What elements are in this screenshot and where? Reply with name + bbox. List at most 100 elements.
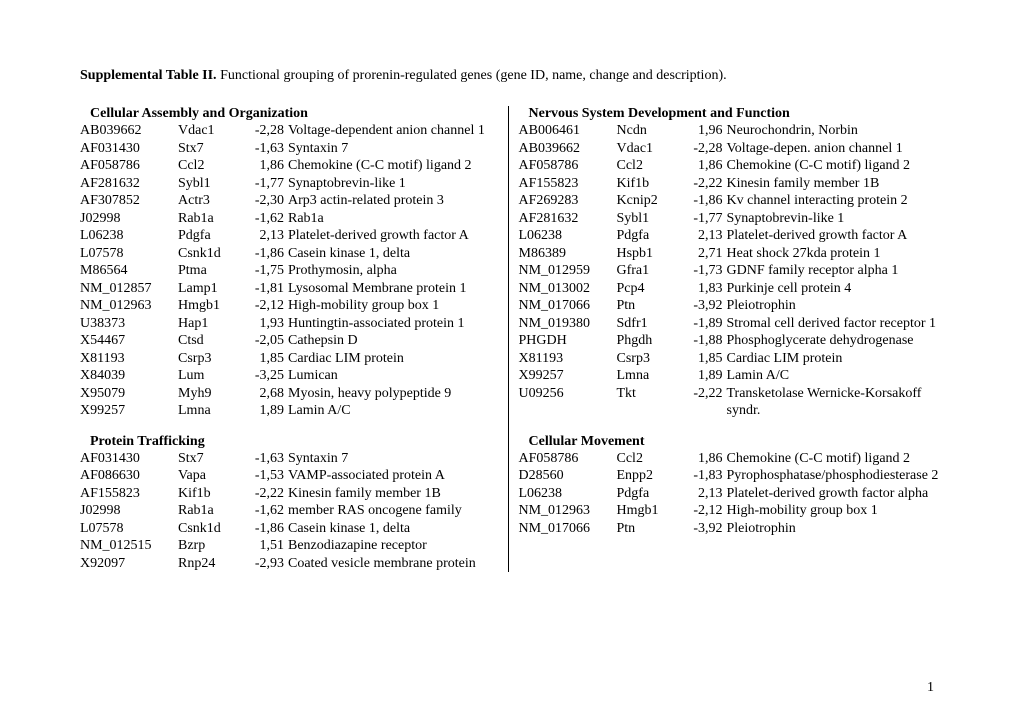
- gene-row: U09256Tkt-2,22Transketolase Wernicke-Kor…: [519, 385, 941, 420]
- gene-row: X92097Rnp24-2,93Coated vesicle membrane …: [80, 555, 502, 573]
- gene-id: D28560: [519, 467, 617, 485]
- gene-desc: Casein kinase 1, delta: [288, 520, 502, 538]
- gene-id: X99257: [519, 367, 617, 385]
- gene-row: AF269283Kcnip2-1,86Kv channel interactin…: [519, 192, 941, 210]
- gene-change: -1,63: [238, 450, 288, 468]
- gene-id: PHGDH: [519, 332, 617, 350]
- gene-row: AF281632Sybl1-1,77Synaptobrevin-like 1: [80, 175, 502, 193]
- gene-change: 2,13: [677, 227, 727, 245]
- gene-change: 2,71: [677, 245, 727, 263]
- gene-name: Lum: [178, 367, 238, 385]
- gene-name: Phgdh: [617, 332, 677, 350]
- gene-desc: Pyrophosphatase/phosphodiesterase 2: [727, 467, 941, 485]
- gene-change: -1,53: [238, 467, 288, 485]
- gene-name: Ccl2: [178, 157, 238, 175]
- section-header: Nervous System Development and Function: [529, 106, 941, 122]
- gene-desc: Neurochondrin, Norbin: [727, 122, 941, 140]
- gene-change: -2,22: [238, 485, 288, 503]
- gene-row: J02998Rab1a-1,62Rab1a: [80, 210, 502, 228]
- section-header: Protein Trafficking: [90, 434, 502, 450]
- gene-id: AF281632: [80, 175, 178, 193]
- gene-name: Hmgb1: [617, 502, 677, 520]
- gene-change: -1,63: [238, 140, 288, 158]
- gene-row: AF031430Stx7-1,63Syntaxin 7: [80, 450, 502, 468]
- gene-row: NM_013002Pcp41,83Purkinje cell protein 4: [519, 280, 941, 298]
- gene-desc: Lumican: [288, 367, 502, 385]
- gene-id: NM_017066: [519, 520, 617, 538]
- gene-change: -2,12: [677, 502, 727, 520]
- gene-row: AF155823Kif1b-2,22Kinesin family member …: [80, 485, 502, 503]
- gene-name: Hap1: [178, 315, 238, 333]
- gene-change: -2,30: [238, 192, 288, 210]
- gene-change: -1,89: [677, 315, 727, 333]
- gene-id: X95079: [80, 385, 178, 403]
- gene-row: AF058786Ccl21,86Chemokine (C-C motif) li…: [519, 157, 941, 175]
- page-number: 1: [927, 680, 934, 696]
- gene-name: Stx7: [178, 450, 238, 468]
- gene-change: 1,86: [677, 157, 727, 175]
- gene-id: NM_012959: [519, 262, 617, 280]
- gene-list: AB006461Ncdn1,96Neurochondrin, NorbinAB0…: [519, 122, 941, 420]
- gene-name: Pdgfa: [178, 227, 238, 245]
- gene-name: Rab1a: [178, 502, 238, 520]
- gene-row: X95079Myh92,68Myosin, heavy polypeptide …: [80, 385, 502, 403]
- gene-change: 1,83: [677, 280, 727, 298]
- gene-desc: Cardiac LIM protein: [288, 350, 502, 368]
- gene-row: NM_012515Bzrp1,51Benzodiazapine receptor: [80, 537, 502, 555]
- gene-id: NM_012963: [519, 502, 617, 520]
- gene-name: Pdgfa: [617, 227, 677, 245]
- gene-row: NM_012857Lamp1-1,81Lysosomal Membrane pr…: [80, 280, 502, 298]
- gene-id: J02998: [80, 210, 178, 228]
- gene-desc: Lamin A/C: [288, 402, 502, 420]
- gene-desc: GDNF family receptor alpha 1: [727, 262, 941, 280]
- gene-id: L06238: [80, 227, 178, 245]
- gene-name: Csnk1d: [178, 245, 238, 263]
- gene-name: Ctsd: [178, 332, 238, 350]
- gene-desc: Casein kinase 1, delta: [288, 245, 502, 263]
- table-title: Supplemental Table II. Functional groupi…: [80, 68, 940, 84]
- gene-id: NM_012515: [80, 537, 178, 555]
- gene-name: Pdgfa: [617, 485, 677, 503]
- gene-id: X81193: [80, 350, 178, 368]
- gene-change: -1,73: [677, 262, 727, 280]
- gene-desc: Syntaxin 7: [288, 450, 502, 468]
- gene-desc: Kinesin family member 1B: [288, 485, 502, 503]
- gene-name: Ncdn: [617, 122, 677, 140]
- gene-desc: Voltage-depen. anion channel 1: [727, 140, 941, 158]
- gene-row: AB039662Vdac1-2,28Voltage-dependent anio…: [80, 122, 502, 140]
- gene-id: U38373: [80, 315, 178, 333]
- gene-change: 2,13: [677, 485, 727, 503]
- gene-row: X81193Csrp31,85Cardiac LIM protein: [80, 350, 502, 368]
- gene-name: Ccl2: [617, 157, 677, 175]
- gene-id: AF155823: [80, 485, 178, 503]
- gene-row: PHGDHPhgdh-1,88Phosphoglycerate dehydrog…: [519, 332, 941, 350]
- gene-id: NM_017066: [519, 297, 617, 315]
- gene-desc: Pleiotrophin: [727, 297, 941, 315]
- gene-change: -1,62: [238, 502, 288, 520]
- gene-id: M86564: [80, 262, 178, 280]
- gene-name: Actr3: [178, 192, 238, 210]
- gene-desc: Synaptobrevin-like 1: [288, 175, 502, 193]
- gene-change: -2,05: [238, 332, 288, 350]
- gene-row: NM_012963Hmgb1-2,12High-mobility group b…: [80, 297, 502, 315]
- gene-name: Tkt: [617, 385, 677, 420]
- title-bold: Supplemental Table II.: [80, 68, 217, 83]
- gene-list: AF031430Stx7-1,63Syntaxin 7AF086630Vapa-…: [80, 450, 502, 573]
- gene-row: AF281632Sybl1-1,77Synaptobrevin-like 1: [519, 210, 941, 228]
- gene-name: Lamp1: [178, 280, 238, 298]
- gene-desc: Chemokine (C-C motif) ligand 2: [727, 157, 941, 175]
- gene-desc: Myosin, heavy polypeptide 9: [288, 385, 502, 403]
- gene-change: -1,81: [238, 280, 288, 298]
- gene-change: 2,68: [238, 385, 288, 403]
- gene-desc: Pleiotrophin: [727, 520, 941, 538]
- gene-change: -2,22: [677, 175, 727, 193]
- left-column: Cellular Assembly and Organization AB039…: [80, 106, 509, 572]
- gene-change: -1,86: [238, 520, 288, 538]
- gene-row: AF307852Actr3-2,30Arp3 actin-related pro…: [80, 192, 502, 210]
- gene-change: -2,28: [238, 122, 288, 140]
- gene-row: L06238Pdgfa2,13Platelet-derived growth f…: [519, 485, 941, 503]
- gene-row: AF058786Ccl21,86Chemokine (C-C motif) li…: [80, 157, 502, 175]
- gene-desc: High-mobility group box 1: [727, 502, 941, 520]
- gene-row: U38373Hap11,93Huntingtin-associated prot…: [80, 315, 502, 333]
- gene-name: Vdac1: [178, 122, 238, 140]
